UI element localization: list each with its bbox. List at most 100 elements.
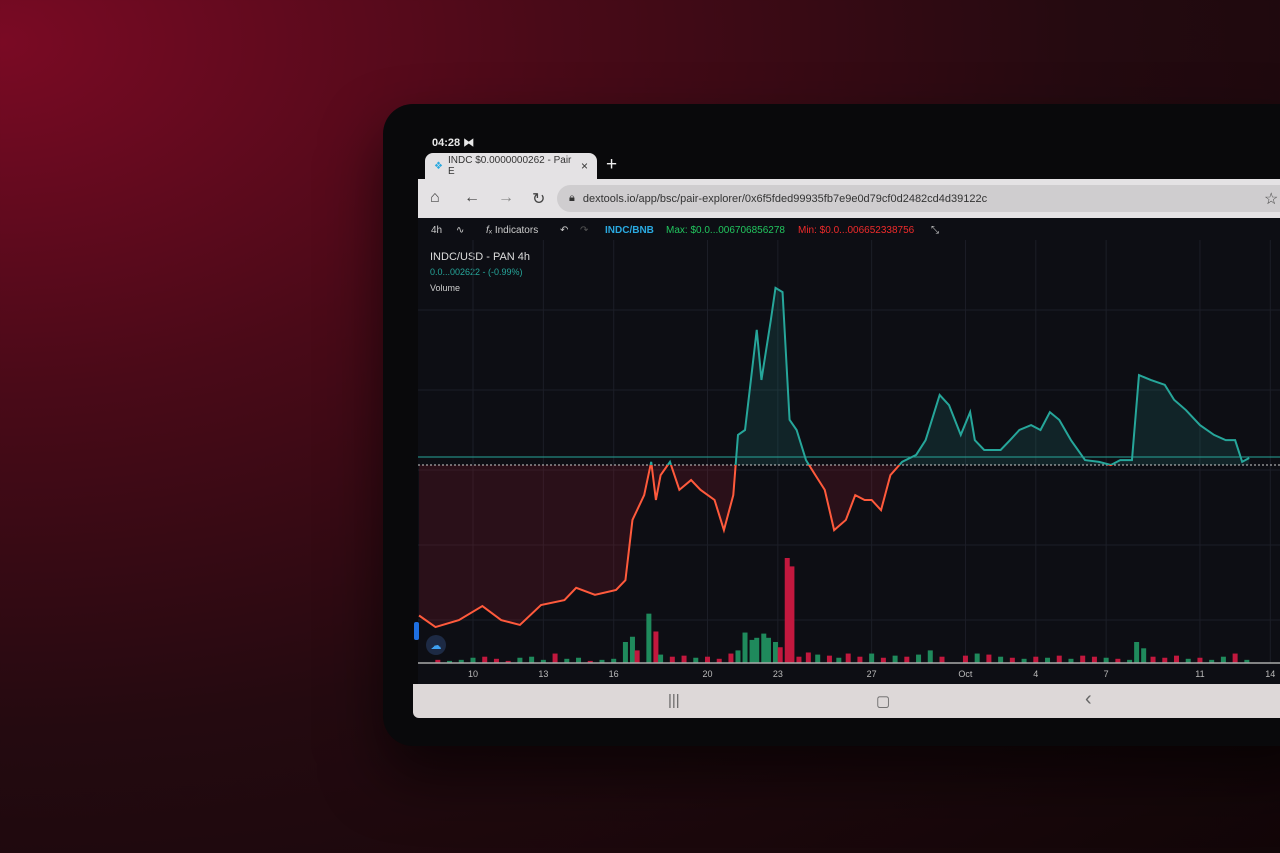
home-button[interactable]: ▢	[876, 693, 891, 710]
pair-switch[interactable]: INDC/BNB	[605, 225, 654, 236]
back-arrow-icon[interactable]: ←	[464, 189, 480, 206]
volume-bar	[761, 633, 767, 663]
volume-bar	[576, 657, 582, 663]
address-field[interactable]: 🔒︎ dextools.io/app/bsc/pair-explorer/0x6…	[557, 185, 1280, 212]
volume-bar	[1209, 659, 1215, 663]
volume-bar	[653, 631, 659, 663]
volume-bar	[735, 650, 741, 663]
volume-bar	[892, 655, 898, 663]
volume-bar	[1080, 655, 1086, 663]
volume-bar	[1127, 659, 1133, 663]
area-fill-below	[419, 465, 1250, 628]
x-tick-label: 13	[538, 669, 549, 679]
volume-bar	[749, 639, 755, 663]
volume-bar	[599, 659, 605, 663]
forward-arrow-icon[interactable]: →	[498, 189, 514, 206]
volume-bar	[904, 656, 910, 663]
price-legend: 0.0...002622 - (-0.99%)	[430, 267, 523, 277]
volume-bar	[1033, 656, 1039, 663]
volume-bar	[458, 659, 464, 663]
volume-bar	[845, 653, 851, 663]
volume-bar	[505, 660, 511, 663]
volume-bar	[773, 642, 779, 663]
volume-bar	[1045, 657, 1051, 663]
recents-button[interactable]: |||	[668, 692, 680, 709]
volume-bar	[552, 653, 558, 663]
volume-bar	[1244, 659, 1250, 663]
volume-bar	[470, 657, 476, 663]
volume-bar	[634, 650, 640, 663]
back-button[interactable]: ‹	[1085, 688, 1092, 710]
indicators-label: Indicators	[494, 225, 539, 236]
volume-bar	[529, 656, 535, 663]
chart-area	[418, 218, 1280, 684]
bookmark-star-icon[interactable]: ☆	[1264, 191, 1279, 208]
volume-bar	[1197, 657, 1203, 663]
volume-bar	[974, 653, 980, 663]
price-line-above	[649, 286, 1250, 465]
undo-icon[interactable]: ↶	[560, 225, 569, 236]
volume-bar	[482, 656, 488, 663]
volume-bar	[1232, 653, 1238, 663]
volume-bar	[754, 637, 760, 663]
x-tick-label: 11	[1195, 669, 1205, 679]
volume-bar	[658, 654, 664, 663]
volume-bar	[742, 632, 748, 663]
volume-bar	[1220, 656, 1226, 663]
volume-bar	[784, 558, 790, 663]
notification-icon: ⧓	[463, 137, 475, 149]
home-icon[interactable]: ⌂	[430, 189, 440, 206]
volume-bar	[447, 660, 453, 663]
volume-bar	[669, 656, 675, 663]
volume-bar	[815, 654, 821, 663]
android-nav-bar	[413, 684, 1280, 718]
dextools-logo-icon: ❖	[434, 160, 443, 172]
cloud-badge[interactable]	[426, 635, 446, 655]
volume-bar	[646, 613, 652, 663]
volume-bar	[540, 659, 546, 663]
volume-bar	[805, 652, 811, 663]
cloud-icon: ☁	[431, 640, 442, 652]
volume-bar	[986, 654, 992, 663]
volume-bar	[493, 658, 499, 663]
interval-button[interactable]: 4h	[431, 225, 443, 236]
volume-bar	[826, 655, 832, 663]
symbol-legend: INDC/USD - PAN 4h	[430, 251, 531, 263]
close-tab-icon[interactable]: ×	[580, 159, 588, 173]
x-tick-label: 14	[1265, 669, 1276, 679]
min-price: Min: $0.0...006652338756	[798, 225, 915, 236]
status-bar: 04:28 ⧓	[432, 136, 474, 149]
volume-bar	[880, 657, 886, 663]
volume-bar	[916, 654, 922, 663]
volume-bar	[962, 655, 968, 663]
new-tab-button[interactable]: +	[606, 154, 618, 175]
indicators-button[interactable]: fₓ Indicators	[486, 225, 538, 236]
volume-bar	[857, 656, 863, 663]
reload-icon[interactable]: ↻	[532, 191, 546, 208]
volume-bar	[869, 653, 875, 663]
browser-tab[interactable]: ❖ INDC $0.0000000262 - Pair E ×	[425, 153, 597, 179]
fullscreen-icon[interactable]: ⤡	[931, 225, 939, 236]
chart-type-icon[interactable]: ∿	[456, 225, 465, 236]
volume-bar	[435, 659, 441, 663]
volume-bar	[1141, 648, 1147, 663]
volume-bar	[1134, 642, 1140, 663]
volume-bar	[765, 637, 771, 663]
volume-bar	[587, 660, 593, 663]
volume-bar	[517, 657, 523, 663]
price-line-below	[418, 465, 1113, 629]
max-price: Max: $0.0...006706856278	[666, 225, 785, 236]
volume-legend: Volume	[430, 283, 461, 293]
volume-bar	[1009, 657, 1015, 663]
volume-bar	[796, 656, 802, 663]
x-tick-label: 20	[702, 669, 713, 679]
volume-bar	[1056, 655, 1062, 663]
volume-bar	[1174, 655, 1179, 663]
redo-icon[interactable]: ↷	[580, 225, 589, 236]
volume-bar	[777, 647, 783, 663]
volume-bar	[629, 636, 635, 663]
scroll-handle[interactable]	[414, 622, 419, 640]
x-tick-label: 10	[467, 669, 479, 679]
volume-bar	[789, 566, 795, 663]
